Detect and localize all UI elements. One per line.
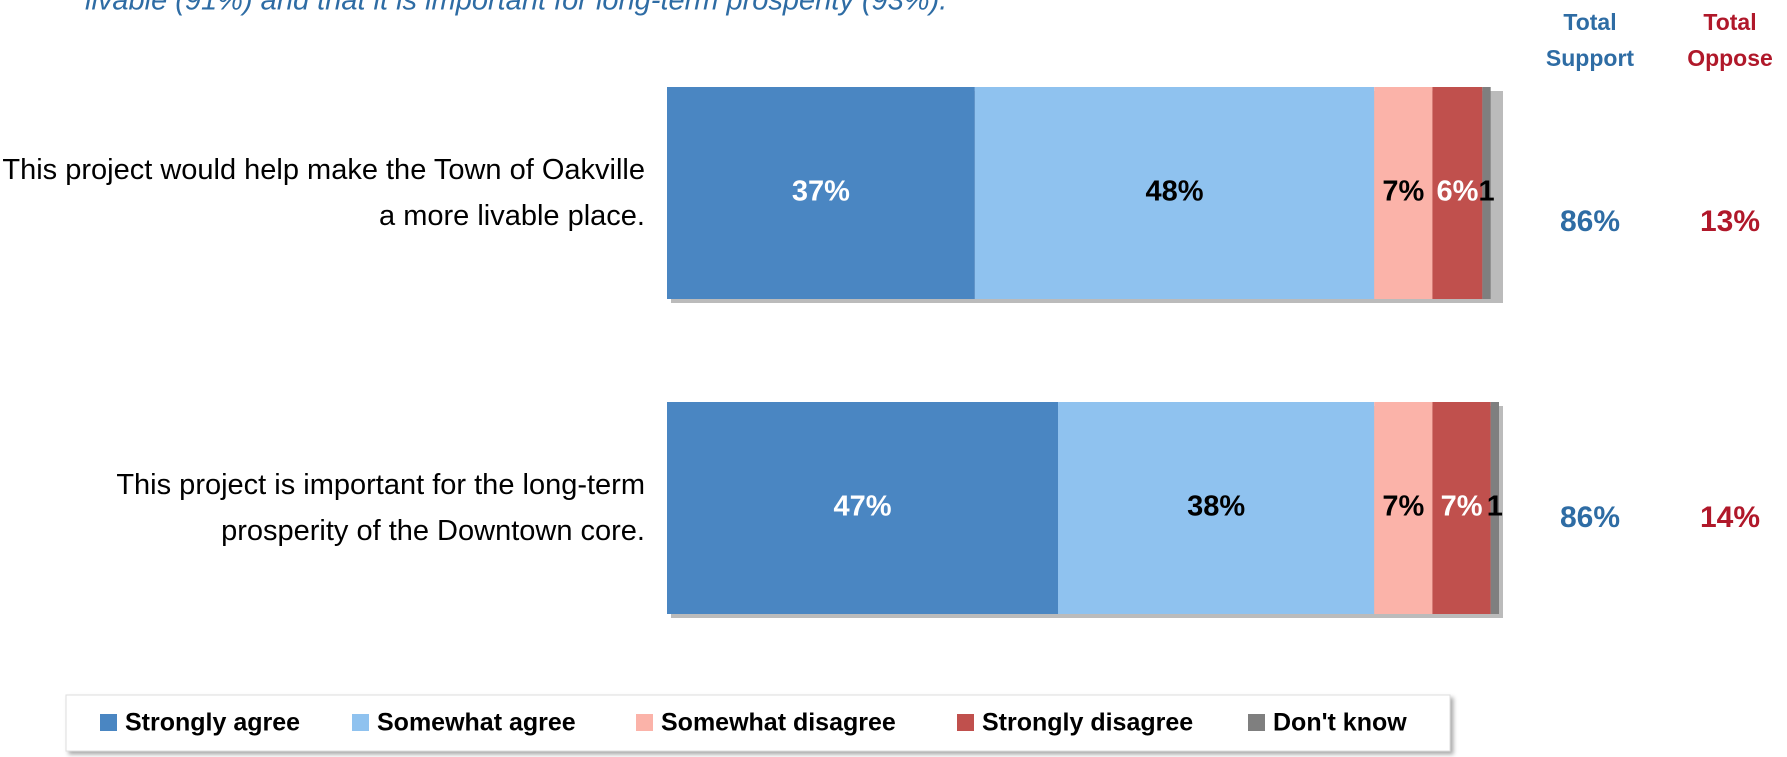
legend-label: Strongly agree [125, 709, 300, 737]
legend-swatch [1248, 714, 1265, 731]
bar-segment [1490, 402, 1499, 614]
bar-value-label: 38% [1187, 491, 1245, 523]
legend-swatch [100, 714, 117, 731]
legend-label: Somewhat disagree [661, 709, 896, 737]
total-value: 14% [1700, 501, 1760, 534]
bar-segment [1374, 402, 1433, 614]
bar-value-label: 7% [1382, 491, 1424, 523]
bar-segment [667, 402, 1059, 614]
legend-label: Somewhat agree [377, 709, 576, 737]
total-value: 13% [1700, 205, 1760, 238]
category-label: This project would help make the Town of… [2, 154, 645, 232]
legend-swatch [957, 714, 974, 731]
bar-segment [974, 87, 1375, 299]
bar-value-label: 1 [1487, 491, 1503, 523]
total-value: 86% [1560, 205, 1620, 238]
bar-segment [1432, 402, 1491, 614]
bar-value-label: 47% [833, 491, 891, 523]
bar-segment [667, 87, 975, 299]
total-header: Total Support [1545, 9, 1635, 71]
total-header: Total Oppose [1687, 9, 1773, 71]
bar-segment [1374, 87, 1433, 299]
bar-value-label: 1 [1478, 176, 1494, 208]
legend-swatch [636, 714, 653, 731]
subtitle: livable (91%) and that it is important f… [85, 0, 947, 17]
total-value: 86% [1560, 501, 1620, 534]
category-label: This project is important for the long-t… [116, 469, 645, 547]
bar-value-label: 48% [1145, 176, 1203, 208]
bar-segment [1432, 87, 1483, 299]
legend-label: Strongly disagree [982, 709, 1193, 737]
bar-value-label: 6% [1436, 176, 1478, 208]
legend-label: Don't know [1273, 709, 1407, 737]
legend-swatch [352, 714, 369, 731]
legend-box [65, 694, 1451, 752]
bar-segment [1058, 402, 1375, 614]
bar-value-label: 7% [1382, 176, 1424, 208]
bar-value-label: 7% [1441, 491, 1483, 523]
bar-segment [1482, 87, 1491, 299]
bar-value-label: 37% [792, 176, 850, 208]
